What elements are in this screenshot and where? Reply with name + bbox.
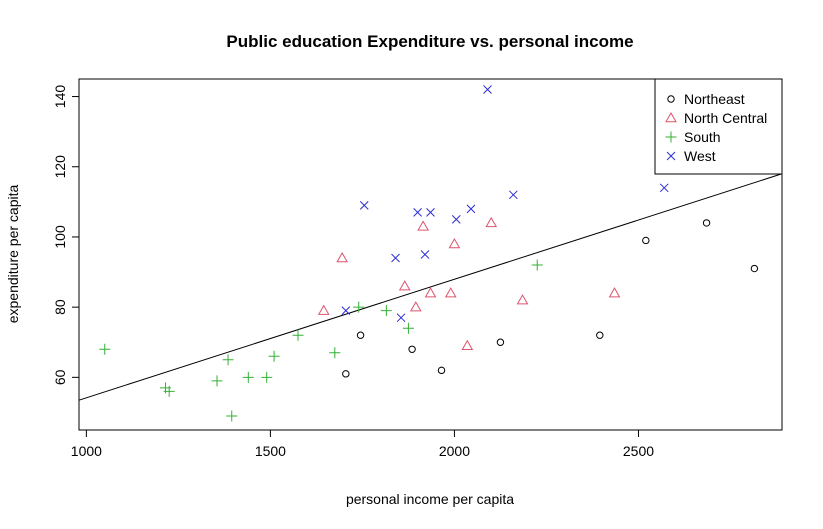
plot-frame: [78, 78, 783, 431]
legend-marker-south: [665, 131, 677, 143]
point-west: [451, 215, 461, 224]
point-north-central: [461, 339, 474, 351]
point-west: [420, 250, 430, 259]
point-northeast: [496, 338, 505, 346]
point-west: [341, 306, 351, 316]
x-tick-label: 1000: [71, 443, 102, 459]
point-west: [508, 190, 518, 200]
y-tick-label: 100: [52, 225, 68, 249]
point-northeast: [642, 236, 650, 245]
point-south: [353, 301, 365, 313]
y-tick-label: 120: [52, 155, 68, 179]
point-northeast: [408, 345, 416, 353]
point-south: [531, 259, 543, 271]
plot-area: [78, 85, 783, 422]
point-south: [211, 375, 223, 387]
point-west: [396, 313, 406, 323]
point-west: [391, 253, 400, 263]
point-south: [163, 385, 175, 397]
y-axis: 60 80 100 120 140: [52, 85, 79, 385]
point-west: [466, 204, 476, 214]
point-northeast: [342, 370, 350, 378]
legend-box: [654, 78, 783, 175]
point-north-central: [398, 280, 411, 291]
point-north-central: [336, 252, 349, 263]
legend-marker-north-central: [665, 111, 677, 123]
point-north-central: [444, 287, 457, 298]
legend-label-west: West: [684, 148, 716, 164]
point-south: [380, 305, 392, 317]
point-north-central: [485, 216, 498, 228]
legend-label-north-central: North Central: [684, 110, 767, 126]
point-south: [402, 322, 414, 334]
point-south: [242, 371, 254, 383]
point-north-central: [448, 237, 461, 249]
point-northeast: [437, 366, 446, 375]
data-points: [99, 85, 759, 422]
point-north-central: [409, 301, 422, 312]
legend-label-northeast: Northeast: [684, 91, 745, 107]
regression-line: [78, 173, 783, 401]
point-north-central: [417, 220, 430, 231]
point-north-central: [317, 304, 330, 315]
y-tick-label: 60: [52, 369, 68, 385]
point-west: [359, 201, 369, 210]
legend-label-south: South: [684, 129, 721, 145]
x-tick-label: 2500: [623, 443, 654, 459]
point-south: [226, 410, 238, 422]
point-west: [413, 208, 422, 217]
y-tick-label: 80: [52, 299, 68, 315]
legend: Northeast North Central South West: [654, 78, 783, 175]
y-tick-label: 140: [52, 85, 68, 109]
x-tick-label: 2000: [439, 443, 470, 459]
point-south: [329, 347, 341, 359]
point-northeast: [356, 331, 365, 339]
point-west: [659, 183, 669, 193]
point-north-central: [424, 287, 437, 298]
x-axis-label: personal income per capita: [346, 491, 514, 507]
x-axis: 1000 1500 2000 2500: [71, 430, 654, 459]
chart-title: Public education Expenditure vs. persona…: [226, 32, 633, 51]
point-west: [426, 208, 435, 217]
legend-marker-west: [666, 151, 676, 161]
point-south: [222, 354, 234, 366]
point-south: [99, 343, 111, 355]
x-tick-label: 1500: [255, 443, 286, 459]
point-northeast: [750, 264, 759, 273]
point-south: [292, 329, 304, 341]
point-northeast: [702, 219, 711, 227]
legend-marker-northeast: [667, 95, 675, 103]
y-axis-label: expenditure per capita: [5, 185, 21, 324]
point-north-central: [516, 294, 529, 305]
point-north-central: [608, 287, 621, 298]
point-west: [483, 85, 492, 94]
point-northeast: [596, 331, 604, 339]
point-south: [261, 371, 273, 383]
point-south: [268, 350, 280, 362]
